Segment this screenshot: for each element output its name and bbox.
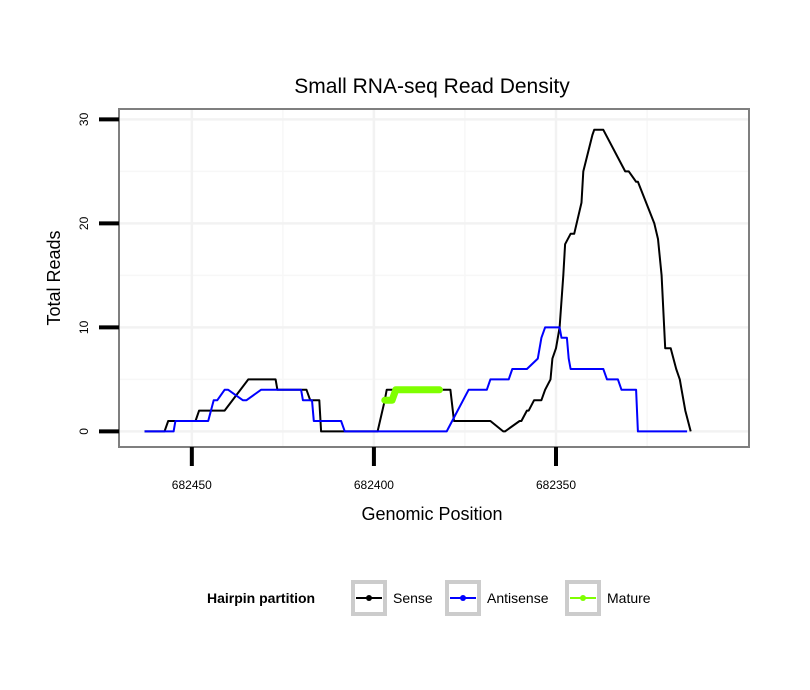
y-tick-label: 20 — [77, 216, 91, 230]
chart-title: Small RNA-seq Read Density — [294, 75, 570, 98]
series-line-mature — [381, 386, 443, 404]
x-tick-label: 682450 — [172, 478, 212, 492]
legend-label: Sense — [393, 590, 433, 606]
gridlines — [119, 109, 749, 447]
x-axis-title: Genomic Position — [361, 504, 502, 524]
plot-panel-border — [118, 108, 750, 448]
y-axis-title: Total Reads — [44, 230, 64, 325]
series-line-antisense — [144, 326, 688, 433]
series-line-sense — [144, 128, 692, 433]
legend-item-mature: Mature — [565, 580, 651, 616]
legend-item-antisense: Antisense — [445, 580, 549, 616]
y-tick-label: 0 — [77, 428, 91, 435]
legend-label: Mature — [607, 590, 651, 606]
y-axis: 0 10 20 30 — [77, 112, 119, 435]
legend-key-point — [460, 595, 466, 601]
x-axis: 682450 682400 682350 — [172, 447, 576, 492]
y-tick-label: 10 — [77, 320, 91, 334]
y-tick-label: 30 — [77, 112, 91, 126]
legend-title: Hairpin partition — [207, 590, 315, 606]
x-tick-label: 682400 — [354, 478, 394, 492]
x-tick-label: 682350 — [536, 478, 576, 492]
legend-key-point — [366, 595, 372, 601]
legend: Hairpin partition Sense Antisense Mature — [207, 580, 651, 616]
legend-key-point — [580, 595, 586, 601]
legend-label: Antisense — [487, 590, 549, 606]
legend-item-sense: Sense — [351, 580, 433, 616]
series-lines — [144, 128, 692, 433]
legend-keys: Sense Antisense Mature — [351, 580, 651, 616]
